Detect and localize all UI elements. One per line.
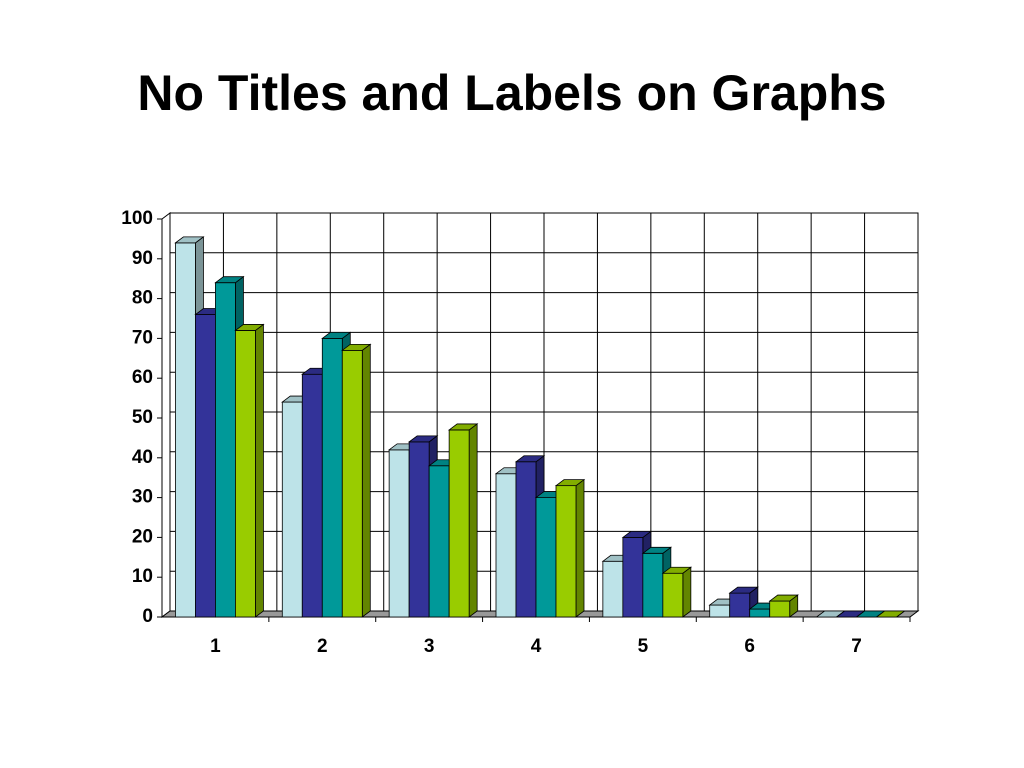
bar-front (448, 429, 470, 618)
bar-front (555, 485, 577, 618)
bar-front (341, 349, 363, 618)
y-tick-label: 90 (132, 248, 153, 269)
y-tick-label: 60 (132, 367, 153, 388)
bar-front (281, 401, 303, 618)
bar-side-shade (576, 479, 584, 617)
bar-top-shade (642, 547, 671, 554)
bar-front (515, 461, 537, 618)
bar-front (602, 560, 624, 618)
bar-top (621, 531, 653, 538)
bar-front (622, 537, 644, 618)
bar-top-shade (876, 611, 905, 617)
y-tick-label: 70 (132, 327, 153, 348)
bar-front (301, 373, 323, 618)
bar-front (408, 441, 430, 618)
bar-top (554, 479, 586, 487)
y-tick-label: 40 (132, 447, 153, 468)
bar (341, 343, 372, 618)
bar-top-shade (409, 435, 438, 442)
bar-front (535, 497, 557, 618)
bar-front (428, 465, 450, 618)
bar-top (321, 331, 352, 339)
x-tick-label: 1 (210, 636, 221, 657)
bar-top-shade (729, 587, 758, 594)
bar-front (195, 314, 216, 618)
bar-top (641, 546, 673, 554)
bar-top-shade (215, 276, 244, 283)
x-tick-label: 3 (424, 636, 435, 657)
y-tick-label: 0 (142, 606, 153, 627)
bar (234, 323, 265, 618)
side-wall (161, 212, 171, 618)
bar-top (407, 435, 439, 443)
bar-front (321, 337, 343, 618)
x-tick-label: 7 (851, 636, 862, 657)
y-tick-label: 20 (132, 526, 153, 547)
bar-top-shade (769, 595, 798, 602)
bar-front (175, 242, 196, 618)
bar-top-shade (235, 324, 264, 331)
bar-front (709, 604, 731, 618)
bar-top (341, 343, 372, 351)
bar-front (749, 608, 771, 618)
bar-top-shade (836, 611, 865, 617)
bar-top (514, 455, 546, 463)
bar (661, 566, 693, 618)
bar-front (642, 552, 664, 618)
bar (768, 594, 799, 618)
x-tick-label: 5 (638, 636, 649, 657)
bar-top-shade (516, 455, 544, 462)
bar-side-shade (255, 324, 264, 617)
bar-front (729, 592, 751, 618)
bar-top-shade (556, 479, 584, 486)
bar-top (234, 324, 265, 331)
bar-top-shade (662, 567, 691, 574)
bar-top-shade (622, 531, 651, 538)
bar-side-shade (682, 567, 691, 617)
y-tick-label: 10 (132, 566, 153, 587)
x-tick-label: 6 (744, 636, 755, 657)
bar-top-shade (856, 611, 885, 617)
bar-front (388, 449, 410, 618)
bar-top (768, 594, 799, 602)
y-tick-label: 50 (132, 407, 153, 428)
bar-top (214, 276, 245, 284)
bar-top-shade (449, 423, 478, 430)
bar-top (174, 236, 205, 244)
bar-side-shade (362, 344, 371, 617)
y-tick-label: 30 (132, 487, 153, 508)
bar-front (235, 330, 256, 618)
bar-side-shade (789, 595, 798, 617)
bar-top-shade (175, 236, 204, 243)
bar-top-shade (816, 611, 845, 617)
bar-front (495, 473, 517, 618)
bar (447, 423, 479, 618)
bar-top (875, 610, 906, 618)
bar-top (447, 423, 479, 431)
x-tick-label: 4 (531, 636, 542, 657)
bar-front (662, 572, 684, 618)
bar (554, 478, 586, 618)
bar-front (769, 600, 791, 618)
x-tick-label: 2 (317, 636, 328, 657)
bar-top (728, 586, 759, 594)
y-tick-label: 100 (121, 208, 153, 229)
bar-top-shade (342, 344, 371, 351)
bar-front (215, 282, 236, 618)
slide-title: No Titles and Labels on Graphs (137, 65, 886, 121)
bar (875, 610, 906, 618)
y-tick-label: 80 (132, 288, 153, 309)
bar-top (661, 566, 693, 574)
bar-side-shade (469, 423, 478, 617)
bar-top-shade (322, 332, 351, 339)
